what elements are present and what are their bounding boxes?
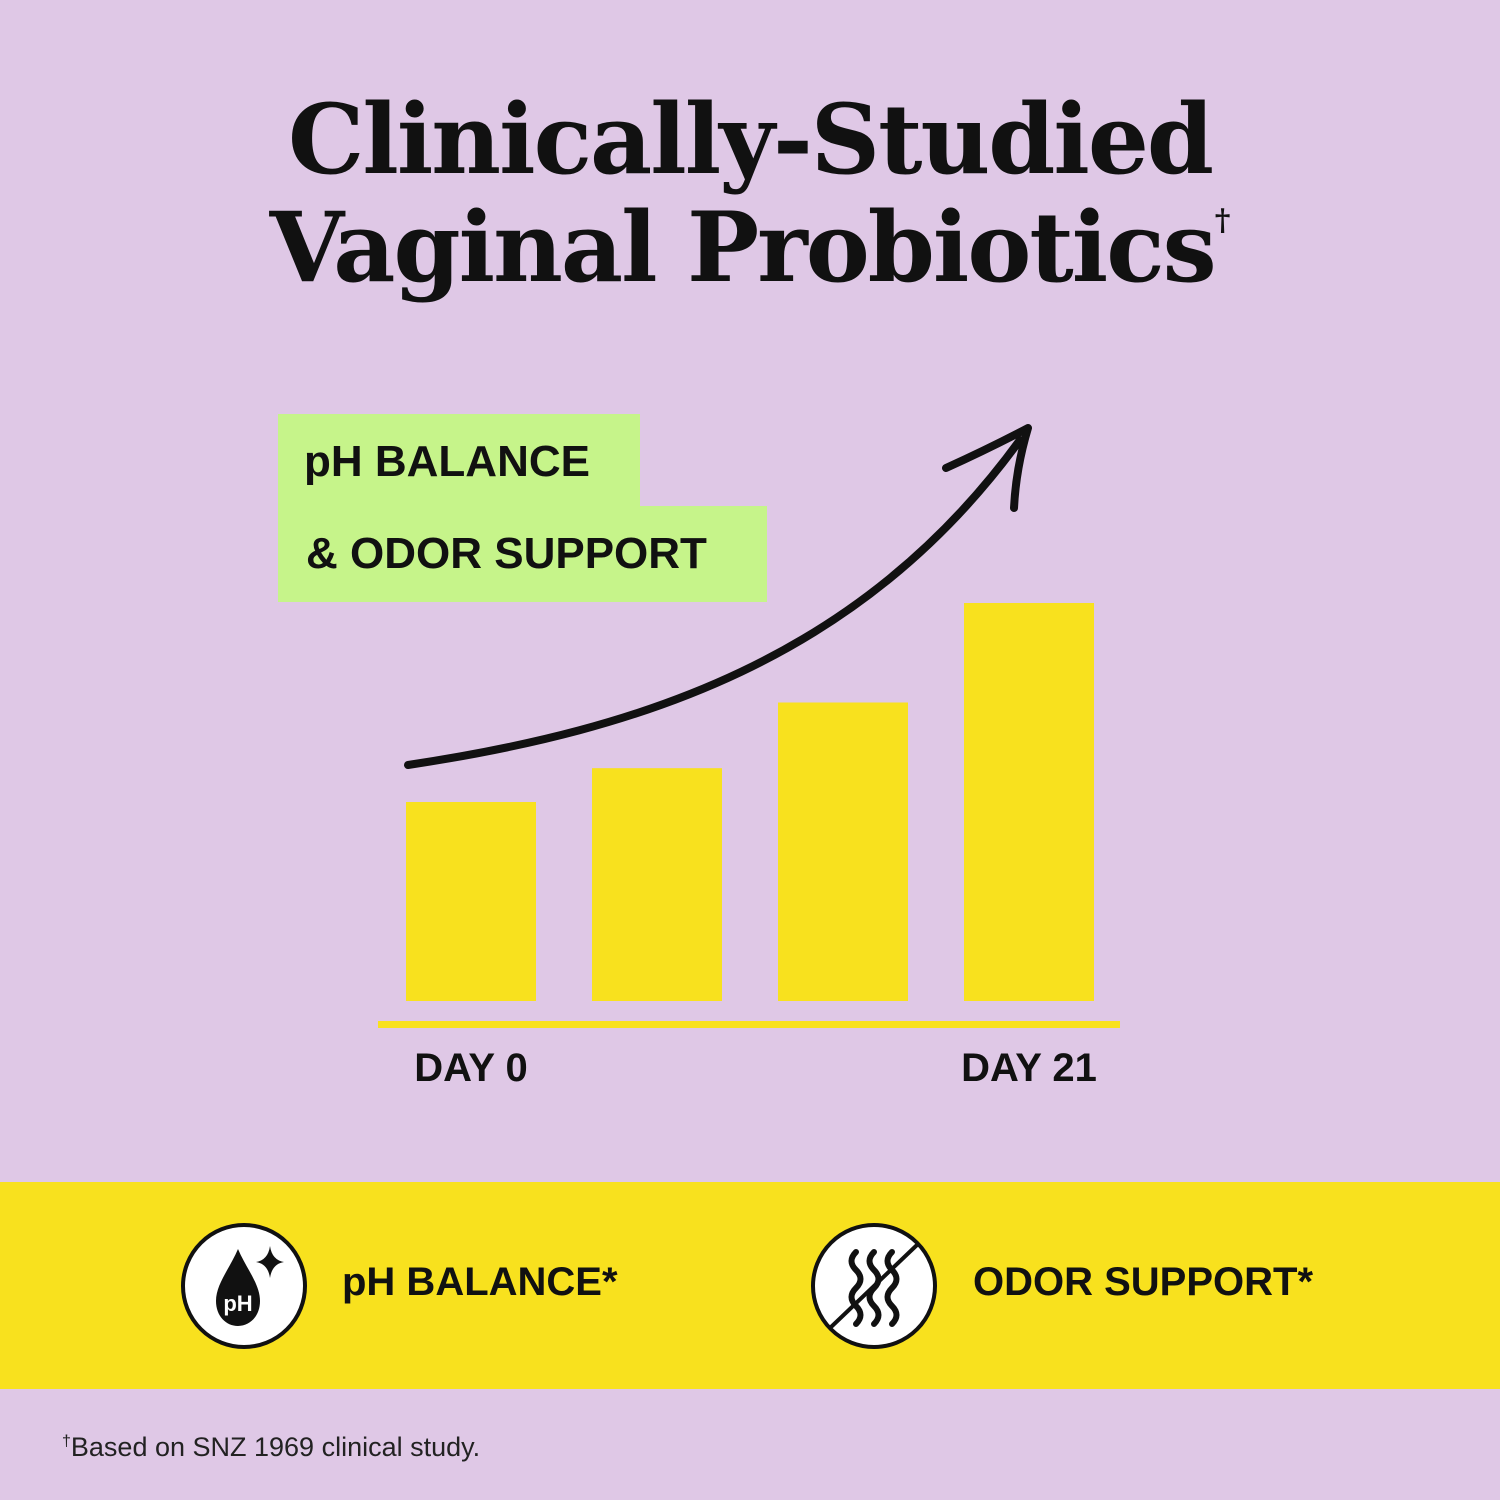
ph-drop-icon: pH: [181, 1223, 307, 1349]
footnote-text: Based on SNZ 1969 clinical study.: [70, 1432, 481, 1462]
bar-0: [406, 802, 536, 1001]
bar-1: [592, 768, 722, 1001]
bar-3: [964, 603, 1094, 1001]
tag-line-1: pH BALANCE: [304, 437, 590, 486]
footnote: †Based on SNZ 1969 clinical study.: [62, 1432, 480, 1463]
bar-chart: DAY 0 DAY 21: [378, 424, 1120, 1090]
x-tick-label-0: DAY 0: [414, 1046, 527, 1090]
x-tick-label-3: DAY 21: [961, 1046, 1097, 1090]
x-axis-line: [378, 1021, 1120, 1028]
title-line-2-text: Vaginal Probiotics: [269, 191, 1217, 304]
title-dagger: †: [1214, 203, 1231, 238]
trend-arrow-head: [942, 424, 1032, 512]
tag-line-2: & ODOR SUPPORT: [306, 529, 707, 578]
bar-2: [778, 702, 908, 1001]
tag-ph-balance: pH BALANCE: [278, 414, 640, 510]
title-line-1: Clinically-Studied: [287, 83, 1214, 196]
trend-arrow-line: [404, 436, 1024, 769]
tag-odor-support: & ODOR SUPPORT: [278, 506, 767, 602]
ph-drop-text: pH: [223, 1291, 252, 1316]
title-line-2: Vaginal Probiotics†: [0, 200, 1500, 296]
benefit-label-odor: ODOR SUPPORT*: [973, 1260, 1314, 1304]
no-odor-icon: [811, 1223, 937, 1349]
benefit-label-ph: pH BALANCE*: [342, 1260, 618, 1304]
footnote-mark: †: [62, 1433, 71, 1450]
